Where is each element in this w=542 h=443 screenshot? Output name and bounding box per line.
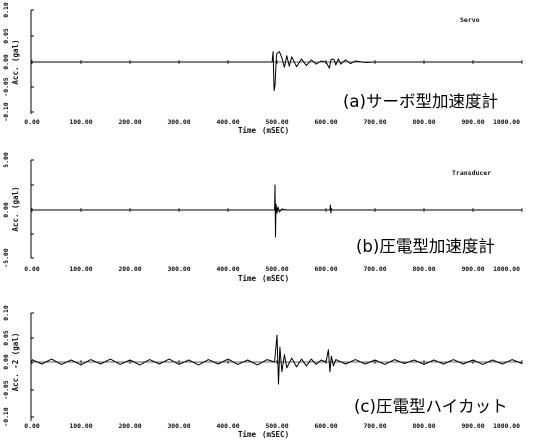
x-tick-label: 700.00: [363, 422, 386, 430]
panel-caption: (b)圧電型加速度計: [356, 237, 495, 256]
x-tick-label: 1000.00: [493, 118, 520, 126]
x-tick-label: 500.00: [265, 118, 288, 126]
y-tick-label: 0.00: [2, 354, 10, 370]
x-tick-label: 500.00: [265, 422, 288, 430]
y-tick-label: -0.10: [2, 407, 10, 426]
x-tick-label: 1000.00: [493, 422, 520, 430]
x-tick-label: 800.00: [412, 265, 435, 273]
x-tick-label: 400.00: [216, 265, 239, 273]
x-tick-label: 600.00: [314, 265, 337, 273]
y-tick-label: -0.05: [2, 77, 10, 96]
x-tick-label: 900.00: [461, 118, 484, 126]
x-tick-label: 300.00: [167, 118, 190, 126]
x-tick-label: 200.00: [118, 118, 141, 126]
y-tick-label: -0.10: [2, 102, 10, 121]
x-tick-label: 0.00: [24, 118, 40, 126]
x-tick-label: 900.00: [461, 422, 484, 430]
panel-caption: (a)サーボ型加速度計: [343, 92, 498, 111]
x-tick-label: 500.00: [265, 265, 288, 273]
x-tick-label: 800.00: [412, 422, 435, 430]
x-tick-label: 300.00: [167, 422, 190, 430]
x-tick-label: 200.00: [118, 265, 141, 273]
panel-caption: (c)圧電型ハイカット: [354, 397, 508, 416]
x-tick-label: 400.00: [216, 422, 239, 430]
y-tick-label: 0.00: [2, 202, 10, 218]
x-tick-label: 300.00: [167, 265, 190, 273]
x-tick-label: 100.00: [69, 422, 92, 430]
x-tick-label: 700.00: [363, 118, 386, 126]
x-tick-label: 400.00: [216, 118, 239, 126]
x-tick-label: 0.00: [24, 422, 40, 430]
y-tick-label: 0.05: [2, 330, 10, 346]
x-axis-label: Time: [238, 430, 257, 439]
y-tick-label: 5.00: [2, 152, 10, 168]
series-line-c: [31, 334, 523, 385]
series-line-a: [32, 51, 522, 92]
series-line-b: [32, 184, 522, 238]
y-tick-label: 0.10: [2, 2, 10, 18]
x-tick-label: 100.00: [69, 265, 92, 273]
x-tick-label: 600.00: [314, 118, 337, 126]
x-tick-label: 1000.00: [493, 265, 520, 273]
x-tick-label: 200.00: [118, 422, 141, 430]
y-tick-label: 0.00: [2, 54, 10, 70]
x-tick-label: 0.00: [24, 265, 40, 273]
y-axis-label: Acc. (gal): [11, 39, 20, 84]
legend-label: Transducer: [452, 169, 491, 177]
y-axis-label: Acc. -2 (gal): [11, 333, 20, 392]
x-tick-label: 100.00: [69, 118, 92, 126]
x-axis-unit: (mSEC): [262, 126, 289, 135]
y-axis-label: Acc. (gal): [11, 186, 20, 231]
x-tick-label: 600.00: [314, 422, 337, 430]
y-tick-label: -0.05: [2, 380, 10, 399]
x-tick-label: 800.00: [412, 118, 435, 126]
x-axis-unit: (mSEC): [262, 274, 289, 283]
y-tick-label: 0.10: [2, 305, 10, 321]
y-tick-label: 0.05: [2, 28, 10, 44]
y-tick-label: -5.00: [2, 248, 10, 267]
x-tick-label: 700.00: [363, 265, 386, 273]
x-axis-label: Time: [238, 126, 257, 135]
legend-label: Servo: [460, 16, 480, 24]
x-tick-label: 900.00: [461, 265, 484, 273]
x-axis-unit: (mSEC): [262, 430, 289, 439]
x-axis-label: Time: [238, 274, 257, 283]
